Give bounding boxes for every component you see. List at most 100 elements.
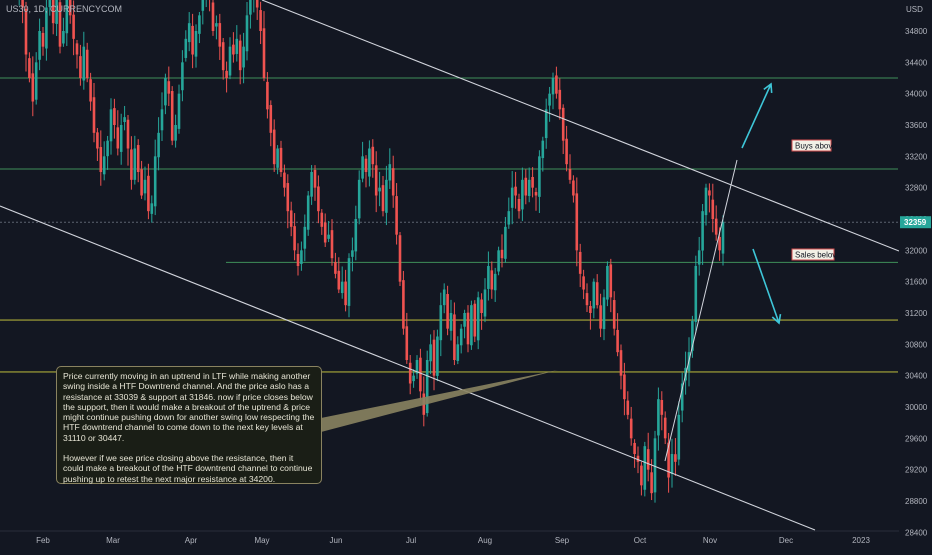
- candle-body: [215, 23, 218, 27]
- candle-body: [643, 446, 647, 490]
- y-tick-label: 31600: [905, 278, 928, 287]
- candle-body: [34, 62, 38, 100]
- ltf-uptrend-line[interactable]: [664, 159, 738, 462]
- candle-body: [170, 90, 174, 141]
- candle-body: [402, 280, 405, 329]
- candle-body: [62, 31, 65, 44]
- candle-body: [680, 383, 684, 411]
- candle-body: [456, 344, 460, 361]
- x-tick-label: 2023: [852, 536, 870, 545]
- sales-below-label[interactable]: Sales below: [791, 248, 838, 261]
- buys-above-label-text: Buys above: [795, 142, 837, 151]
- candle-body: [531, 176, 534, 188]
- candle-body: [245, 15, 249, 52]
- candle-body: [412, 375, 415, 382]
- candle-body: [58, 2, 62, 47]
- candle-body: [96, 132, 99, 149]
- candle-body: [351, 250, 354, 257]
- candle-body: [667, 442, 670, 478]
- buys-above-label[interactable]: Buys above: [791, 139, 837, 152]
- candle-body: [524, 177, 528, 196]
- candle-body: [75, 43, 79, 55]
- candle-body: [310, 172, 313, 197]
- candle-body: [289, 210, 293, 227]
- candle-body: [65, 0, 69, 34]
- candle-body: [123, 117, 126, 123]
- candle-body: [72, 14, 75, 39]
- candle-body: [555, 75, 558, 94]
- candle-body: [130, 149, 133, 180]
- arrow-head: [771, 313, 782, 325]
- candle-body: [340, 281, 344, 294]
- candle-body: [106, 140, 109, 157]
- candle-body: [337, 270, 341, 290]
- candle-body: [657, 399, 660, 436]
- x-tick-label: Dec: [779, 536, 793, 545]
- candle-body: [303, 226, 307, 249]
- candle-body: [415, 360, 419, 374]
- candle-body: [235, 38, 239, 54]
- candle-body: [286, 183, 290, 212]
- arrow-head: [763, 82, 773, 94]
- y-tick-label: 30400: [905, 372, 928, 381]
- candle-body: [126, 119, 130, 149]
- candle-body: [432, 339, 436, 376]
- candle-body: [28, 58, 31, 78]
- channel-upper-line[interactable]: [261, 0, 900, 252]
- candle-body: [582, 276, 585, 290]
- candle-body: [89, 79, 92, 102]
- candle-body: [249, 0, 252, 15]
- candle-body: [507, 211, 511, 225]
- candle-body: [140, 169, 143, 196]
- candle-body: [119, 125, 123, 152]
- candle-body: [663, 417, 667, 439]
- candle-body: [551, 78, 555, 95]
- candle-body: [670, 454, 674, 475]
- candle-body: [646, 449, 650, 470]
- candle-body: [371, 146, 375, 165]
- candle-body: [395, 196, 398, 235]
- candle-body: [164, 78, 167, 106]
- candle-body: [317, 186, 320, 212]
- y-tick-label: 34000: [905, 90, 928, 99]
- candle-body: [242, 46, 245, 68]
- candle-body: [262, 28, 266, 78]
- buys-above-label-box: [791, 139, 832, 152]
- symbol-header: US30, 1D, CURRENCYCOM: [6, 4, 123, 14]
- candle-body: [272, 129, 276, 165]
- candle-body: [517, 199, 521, 212]
- sales-below-label-text: Sales below: [795, 251, 838, 260]
- candle-body: [650, 472, 653, 494]
- candle-body: [714, 218, 718, 235]
- candle-body: [419, 357, 422, 392]
- y-tick-label: 28400: [905, 528, 928, 537]
- y-tick-label: 29600: [905, 434, 928, 443]
- y-tick-label: 33600: [905, 121, 928, 130]
- analysis-note: Price currently moving in an uptrend in …: [56, 366, 322, 484]
- candle-body: [306, 195, 310, 230]
- candle-body: [521, 179, 524, 210]
- candle-body: [194, 31, 198, 57]
- y-tick-label: 30800: [905, 340, 928, 349]
- candle-body: [21, 0, 24, 8]
- candle-body: [534, 192, 538, 196]
- candle-body: [490, 270, 494, 290]
- arrow-shaft: [752, 248, 780, 324]
- candle-body: [266, 81, 269, 110]
- candle-body: [361, 156, 364, 179]
- candle-body: [385, 179, 388, 213]
- candle-body: [629, 418, 633, 439]
- price-axis: [899, 0, 932, 550]
- candle-body: [408, 362, 412, 384]
- buy-arrow-up[interactable]: [741, 82, 773, 149]
- y-tick-label: 29200: [905, 466, 928, 475]
- analysis-note-paragraph-2: However if we see price closing above th…: [63, 453, 313, 484]
- candle-body: [538, 156, 541, 197]
- sell-arrow-down[interactable]: [752, 248, 782, 325]
- candle-body: [313, 169, 317, 188]
- candle-body: [300, 250, 303, 264]
- channel-lower-line[interactable]: [0, 205, 816, 531]
- y-tick-label: 30000: [905, 403, 928, 412]
- candle-body: [113, 108, 116, 125]
